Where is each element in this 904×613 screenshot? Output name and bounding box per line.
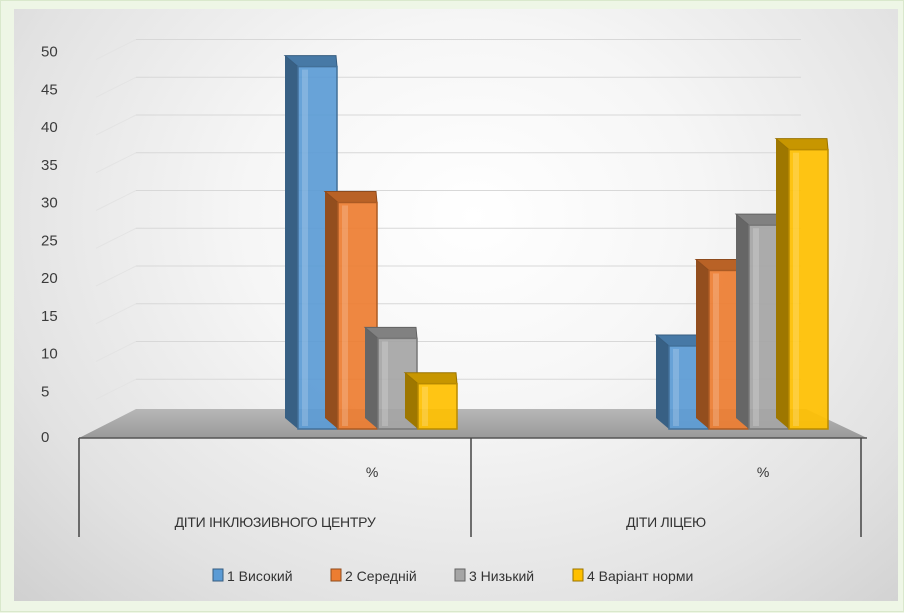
bar-1-4 [403, 372, 458, 430]
legend-label: 4 Варіант норми [587, 568, 693, 584]
gridline-side [95, 303, 137, 325]
bar-2-2 [694, 258, 749, 430]
legend-item-3: 3 Низький [454, 568, 534, 584]
y-tick-label: 40 [41, 119, 58, 136]
legend-item-1: 1 Високий [212, 568, 293, 584]
bar-front [417, 382, 458, 430]
y-tick-label: 20 [41, 270, 58, 287]
bar-highlight [753, 228, 759, 426]
bar-highlight [673, 348, 679, 426]
bar-highlight [302, 69, 308, 426]
bar-highlight [422, 386, 428, 426]
y-tick-label: 45 [41, 81, 58, 98]
bar-side [365, 327, 378, 429]
bar-side [696, 259, 709, 429]
x-category-label: ДІТИ ЛІЦЕЮ [626, 514, 706, 530]
y-tick-label: 35 [41, 157, 58, 174]
bar-side [776, 138, 789, 429]
bar-highlight [382, 341, 388, 426]
legend-swatch [454, 568, 466, 582]
x-subcategory-label: % [757, 464, 769, 480]
y-tick-label: 30 [41, 195, 58, 212]
y-tick-label: 15 [41, 308, 58, 325]
bar-side [736, 214, 749, 429]
gridline-side [95, 39, 137, 60]
gridline-side [95, 114, 137, 136]
gridline-side [95, 227, 137, 249]
legend-label: 1 Високий [227, 568, 293, 584]
legend-item-2: 2 Середній [330, 568, 417, 584]
bar-side [285, 55, 298, 429]
bar-highlight [713, 273, 719, 426]
bar-2-4 [774, 138, 829, 430]
bar-side [656, 334, 669, 429]
legend-label: 3 Низький [469, 568, 534, 584]
bar-front [788, 148, 829, 430]
gridline-side [95, 378, 137, 400]
y-tick-label: 10 [41, 346, 58, 363]
bar-side [405, 372, 418, 429]
y-tick-label: 50 [41, 44, 58, 61]
gridline-side [95, 341, 137, 362]
gridline-side [95, 152, 137, 174]
bar-side [325, 191, 338, 429]
legend-swatch [330, 568, 342, 582]
gridline-side [95, 76, 137, 98]
gridline-side [95, 190, 137, 211]
y-tick-label: 25 [41, 232, 58, 249]
x-subcategory-label: % [366, 464, 378, 480]
bar-highlight [342, 205, 348, 426]
legend-item-4: 4 Варіант норми [572, 568, 693, 584]
bar-highlight [793, 152, 799, 426]
legend-swatch [572, 568, 584, 582]
y-tick-label: 0 [41, 429, 49, 446]
legend-label: 2 Середній [345, 568, 417, 584]
y-tick-label: 5 [41, 383, 49, 400]
x-category-label: ДІТИ ІНКЛЮЗИВНОГО ЦЕНТРУ [175, 514, 376, 530]
gridline-side [95, 265, 137, 287]
legend-swatch [212, 568, 224, 582]
bar-1-2 [323, 191, 378, 430]
